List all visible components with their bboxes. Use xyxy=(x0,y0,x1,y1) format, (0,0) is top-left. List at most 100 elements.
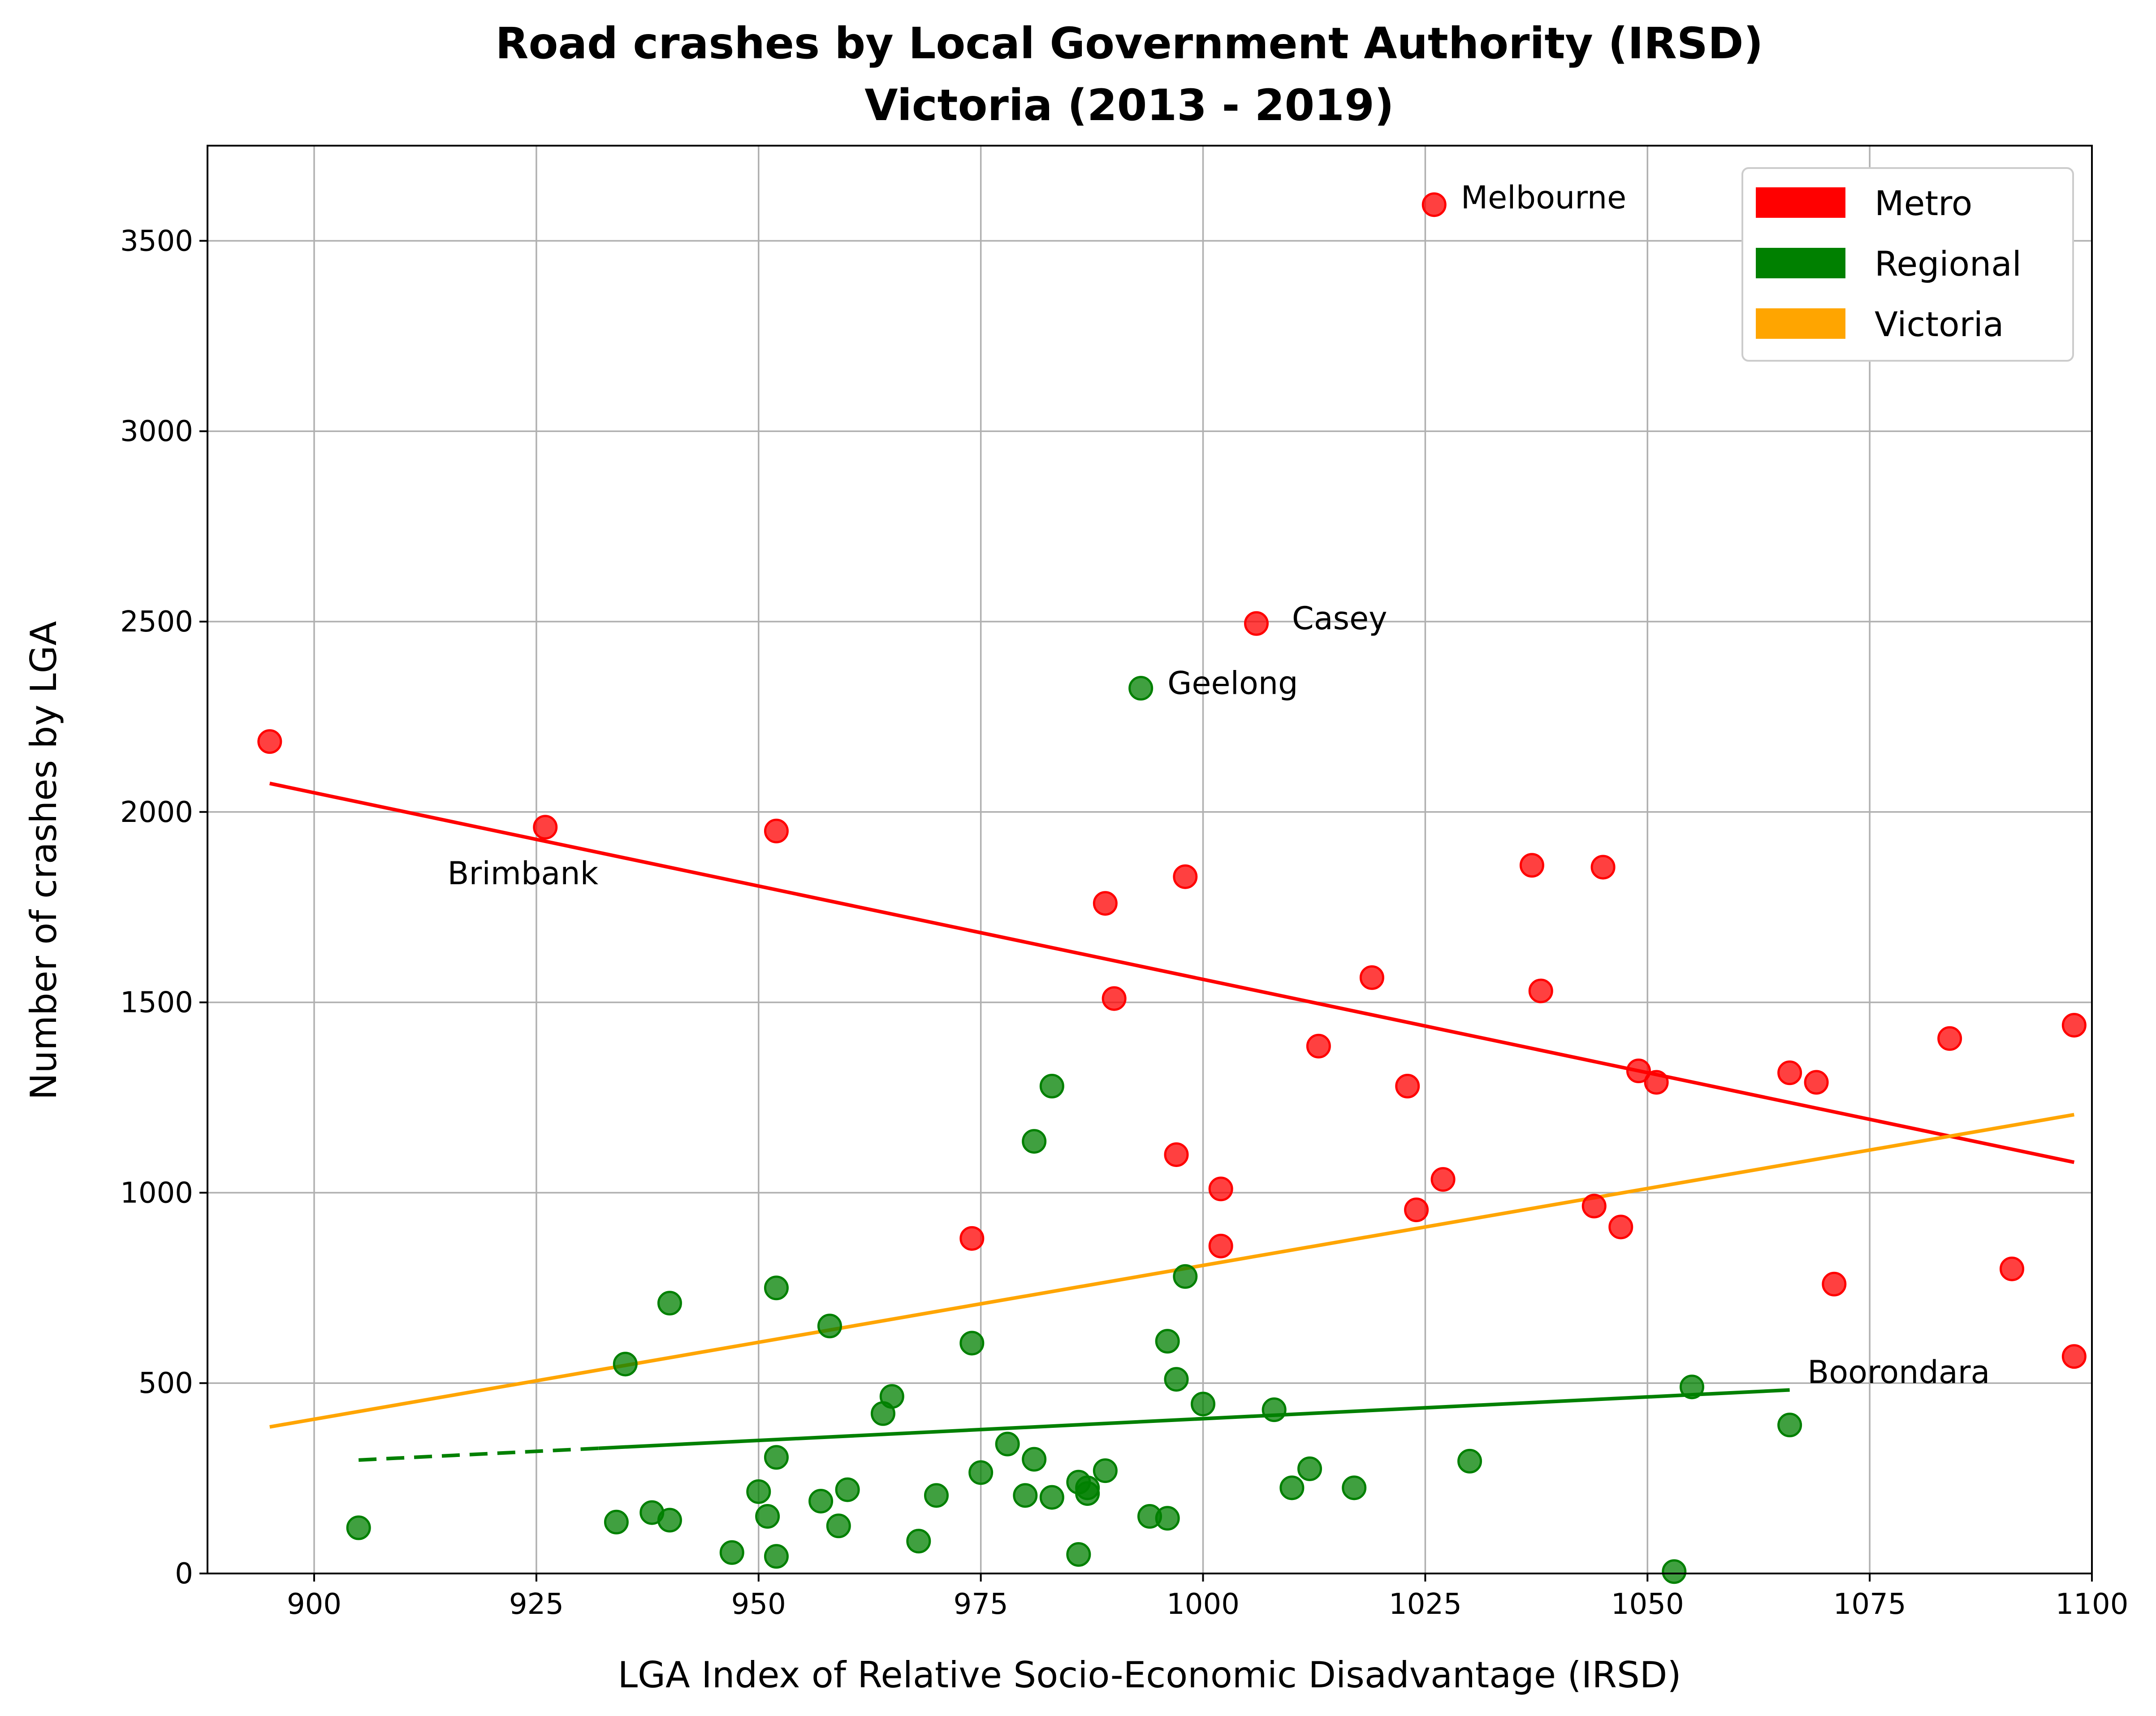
point-regional xyxy=(1164,1367,1189,1392)
point-regional xyxy=(1066,1542,1091,1567)
trendline-victoria xyxy=(269,1113,2075,1429)
point-regional xyxy=(826,1513,851,1539)
point-regional xyxy=(1039,1485,1064,1510)
point-regional xyxy=(835,1477,860,1502)
annotations: Melbourne Casey Geelong Brimbank Boorondara xyxy=(448,179,1990,1391)
legend-label-victoria: Victoria xyxy=(1875,304,2004,344)
scatter-points xyxy=(257,192,2087,1584)
point-regional xyxy=(1013,1483,1038,1508)
annotation-casey: Casey xyxy=(1292,600,1387,637)
point-regional xyxy=(1022,1129,1047,1154)
trendline-regional xyxy=(598,1388,1790,1450)
point-metro xyxy=(1519,853,1544,878)
point-metro xyxy=(257,729,282,754)
annotation-brimbank: Brimbank xyxy=(448,855,599,892)
point-regional xyxy=(1173,1264,1198,1289)
point-regional xyxy=(924,1483,949,1508)
point-metro xyxy=(1804,1070,1829,1095)
x-axis-label: LGA Index of Relative Socio-Economic Dis… xyxy=(618,1654,1681,1696)
point-metro xyxy=(1430,1167,1456,1192)
point-regional xyxy=(1191,1392,1216,1417)
point-regional xyxy=(719,1540,744,1565)
point-regional xyxy=(1155,1506,1180,1531)
point-regional xyxy=(755,1504,780,1529)
point-regional xyxy=(346,1515,371,1540)
legend-swatch-victoria xyxy=(1756,308,1845,339)
point-regional xyxy=(604,1509,629,1534)
point-metro xyxy=(1359,965,1384,990)
point-regional xyxy=(657,1291,682,1316)
y-tick-label: 1500 xyxy=(120,986,193,1020)
point-metro xyxy=(1644,1070,1669,1095)
point-regional xyxy=(1039,1074,1064,1099)
point-metro xyxy=(2061,1344,2087,1369)
point-metro xyxy=(1581,1193,1607,1219)
point-metro xyxy=(959,1226,985,1251)
point-regional xyxy=(879,1384,904,1409)
legend-label-metro: Metro xyxy=(1875,183,1972,223)
y-tick-label: 1000 xyxy=(120,1176,193,1210)
point-regional xyxy=(1279,1475,1305,1500)
point-regional xyxy=(1075,1475,1100,1500)
y-axis-label: Number of crashes by LGA xyxy=(23,621,65,1100)
x-tick-label: 950 xyxy=(731,1588,786,1621)
x-tick-label: 1100 xyxy=(2056,1588,2129,1621)
point-regional xyxy=(764,1445,789,1470)
point-regional xyxy=(1262,1397,1287,1422)
y-tick-label: 2000 xyxy=(120,796,193,829)
legend-swatch-regional xyxy=(1756,248,1845,278)
annotation-boorondara: Boorondara xyxy=(1807,1354,1990,1391)
point-regional xyxy=(746,1479,771,1504)
point-regional xyxy=(1777,1413,1802,1438)
point-regional xyxy=(1297,1456,1322,1481)
point-regional xyxy=(959,1331,985,1356)
point-metro xyxy=(1608,1215,1633,1240)
point-regional xyxy=(613,1352,638,1377)
point-metro xyxy=(1626,1059,1651,1084)
point-metro xyxy=(1102,986,1127,1011)
point-regional xyxy=(817,1314,842,1339)
point-metro xyxy=(1528,978,1553,1003)
annotation-geelong: Geelong xyxy=(1167,665,1298,701)
point-metro xyxy=(1395,1074,1420,1099)
point-regional xyxy=(1679,1375,1704,1400)
chart-subtitle: Victoria (2013 - 2019) xyxy=(864,80,1394,130)
point-regional xyxy=(764,1275,789,1301)
point-metro xyxy=(764,818,789,843)
point-metro xyxy=(1822,1271,1847,1297)
point-regional xyxy=(764,1544,789,1569)
point-metro xyxy=(1173,864,1198,889)
trendline-metro xyxy=(269,782,2075,1164)
point-metro xyxy=(1164,1142,1189,1167)
chart-title: Road crashes by Local Government Authori… xyxy=(496,18,1763,69)
trendlines xyxy=(269,782,2075,1462)
point-regional xyxy=(968,1460,994,1485)
point-regional xyxy=(1457,1448,1482,1474)
point-regional xyxy=(1155,1329,1180,1354)
x-tick-label: 1075 xyxy=(1833,1588,1906,1621)
x-tick-label: 1000 xyxy=(1167,1588,1240,1621)
y-tick-label: 0 xyxy=(175,1557,193,1591)
point-metro xyxy=(1208,1233,1233,1258)
point-regional xyxy=(906,1529,931,1554)
point-regional xyxy=(1022,1447,1047,1472)
point-metro xyxy=(2061,1013,2087,1038)
annotation-melbourne: Melbourne xyxy=(1461,179,1627,216)
point-metro xyxy=(1093,891,1118,916)
x-tick-label: 1025 xyxy=(1389,1588,1462,1621)
point-regional xyxy=(1093,1458,1118,1483)
point-metro xyxy=(1590,855,1616,880)
point-regional xyxy=(1128,676,1154,701)
point-regional xyxy=(1662,1559,1687,1584)
point-metro xyxy=(1999,1256,2024,1281)
point-metro xyxy=(533,815,558,840)
legend-swatch-metro xyxy=(1756,187,1845,218)
x-tick-label: 925 xyxy=(509,1588,564,1621)
y-tick-label: 3000 xyxy=(120,415,193,448)
x-tick-label: 900 xyxy=(287,1588,341,1621)
point-metro xyxy=(1404,1197,1429,1223)
point-regional xyxy=(657,1508,682,1533)
point-metro xyxy=(1777,1060,1802,1085)
point-metro xyxy=(1306,1033,1331,1059)
point-regional xyxy=(808,1489,834,1514)
